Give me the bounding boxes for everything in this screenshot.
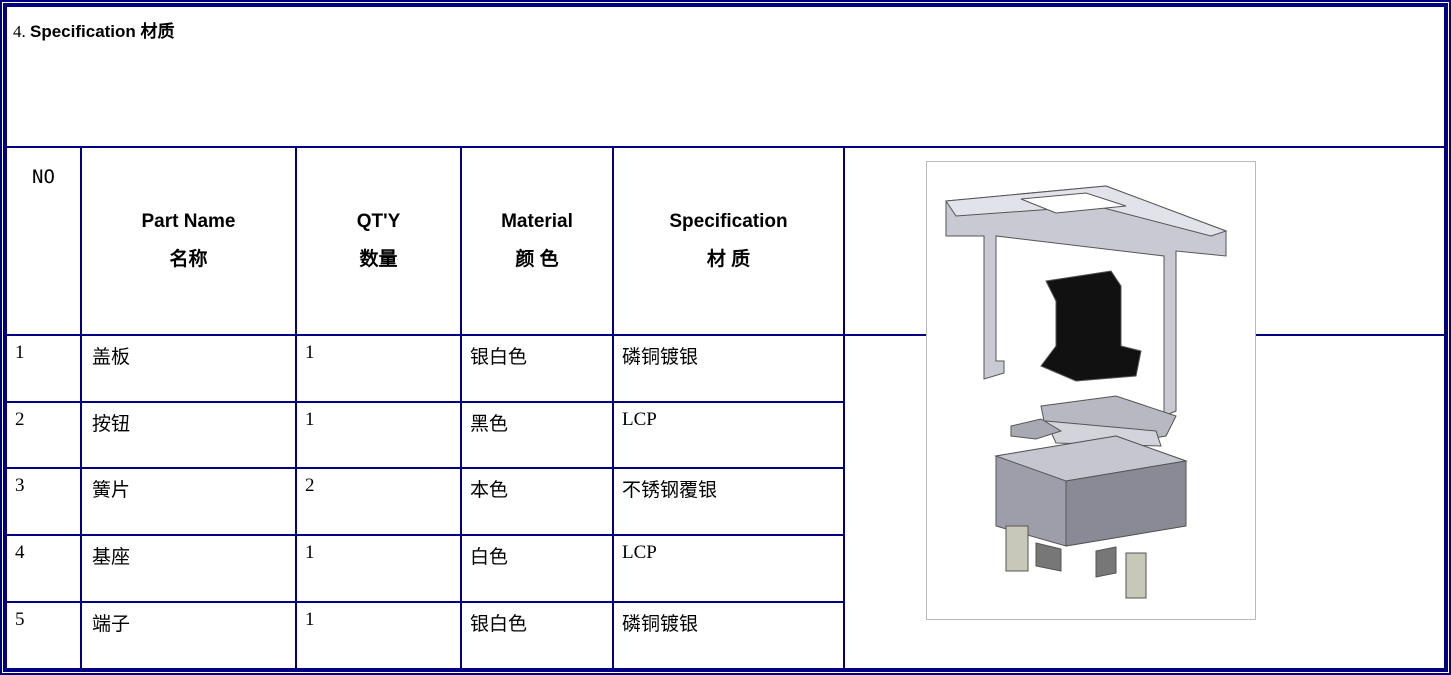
table-row: 2 按钮 1 黑色 LCP (5, 400, 1445, 470)
col-en: Specification (669, 211, 788, 232)
table-cell: 磷铜镀银 (612, 601, 845, 670)
table-cell: 按钮 (80, 400, 297, 470)
col-en: Material (501, 211, 573, 232)
col-header: Part Name 名称 (80, 146, 297, 336)
col-en: QT'Y (356, 211, 401, 232)
col-zh: 材 质 (706, 249, 751, 270)
table-cell: 1 (295, 601, 462, 670)
section-title: 4. Specification 材质 (5, 4, 1446, 149)
table-cell: 1 (295, 400, 462, 470)
table-cell: 端子 (80, 601, 297, 670)
part-photo (926, 161, 1256, 620)
col-header: QT'Y 数量 (295, 146, 462, 336)
table-row: 4 基座 1 白色 LCP (5, 534, 1445, 604)
col-zh: 名称 (169, 249, 208, 270)
table-cell: 2 (295, 467, 462, 537)
table-cell: 盖板 (80, 333, 297, 403)
col-zh: 数量 (359, 249, 398, 270)
table-cell: 银白色 (460, 601, 614, 670)
col-header: Specification 材 质 (612, 146, 845, 336)
table-cell: 磷铜镀银 (612, 333, 845, 403)
col-en: Part Name (141, 211, 236, 232)
table-cell: 白色 (460, 534, 614, 604)
table-cell: LCP (612, 400, 845, 470)
table-cell: 1 (295, 333, 462, 403)
table-cell: 簧片 (80, 467, 297, 537)
section-number: 4. (13, 22, 26, 41)
table-cell: 本色 (460, 467, 614, 537)
table-cell: 3 (5, 467, 82, 537)
table-cell: LCP (612, 534, 845, 604)
table-row: 3 簧片 2 本色 不锈钢覆银 (5, 467, 1445, 537)
table-row: 5 端子 1 银白色 磷铜镀银 (5, 601, 1445, 670)
col-en: NO (32, 166, 55, 189)
table-cell: 黑色 (460, 400, 614, 470)
table-cell: 4 (5, 534, 82, 604)
col-header: NO (5, 146, 82, 336)
table-cell: 1 (5, 333, 82, 403)
table-cell: 1 (295, 534, 462, 604)
table-cell: 基座 (80, 534, 297, 604)
table-cell: 银白色 (460, 333, 614, 403)
section-heading: Specification 材质 (30, 22, 175, 41)
col-header: Material 颜 色 (460, 146, 614, 336)
table-cell: 5 (5, 601, 82, 670)
table-cell: 2 (5, 400, 82, 470)
table-cell: 不锈钢覆银 (612, 467, 845, 537)
col-zh: 颜 色 (515, 249, 559, 270)
